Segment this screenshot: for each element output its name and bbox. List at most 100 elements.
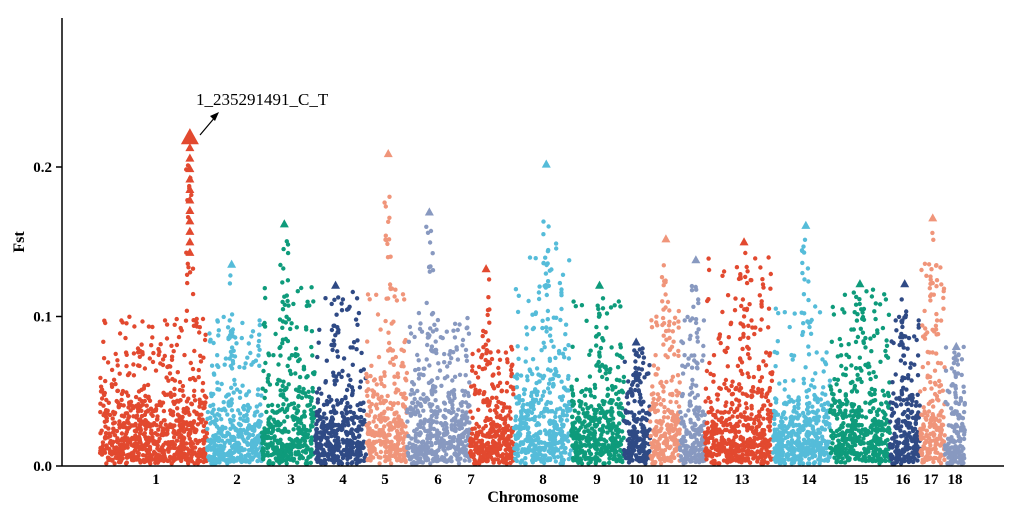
- snp-point: [508, 384, 514, 389]
- snp-point: [540, 325, 545, 331]
- snp-point: [245, 416, 250, 422]
- snp-point: [434, 327, 439, 332]
- snp-point: [171, 349, 176, 354]
- snp-point: [192, 348, 197, 354]
- snp-point: [551, 429, 556, 434]
- snp-point: [261, 322, 266, 327]
- snp-point: [177, 416, 182, 422]
- snp-point: [203, 420, 209, 425]
- snp-point: [308, 460, 313, 465]
- snp-point: [142, 366, 148, 371]
- snp-point: [633, 387, 638, 393]
- snp-point: [508, 460, 513, 466]
- snp-point: [435, 375, 440, 381]
- snp-point: [285, 298, 290, 304]
- snp-point: [382, 424, 387, 429]
- snp-point: [200, 316, 206, 322]
- snp-point: [464, 358, 470, 363]
- snp-point: [620, 355, 625, 360]
- snp-point: [689, 288, 695, 293]
- snp-point: [683, 438, 688, 444]
- snp-point: [545, 399, 550, 405]
- snp-point: [339, 410, 345, 416]
- snp-point: [275, 403, 281, 408]
- snp-point: [182, 352, 187, 358]
- snp-point: [508, 451, 513, 456]
- snp-point: [217, 413, 222, 418]
- snp-point: [418, 396, 423, 401]
- snp-point: [455, 437, 461, 442]
- snp-point: [759, 375, 765, 380]
- snp-point: [171, 435, 177, 440]
- snp-point: [617, 458, 623, 464]
- snp-point: [331, 323, 336, 328]
- snp-point: [535, 389, 540, 394]
- snp-point: [461, 393, 467, 398]
- snp-point: [451, 328, 456, 333]
- snp-point: [587, 374, 593, 379]
- snp-point: [340, 423, 345, 428]
- snp-point: [309, 329, 315, 334]
- snp-point: [339, 308, 345, 313]
- snp-point: [670, 374, 676, 379]
- snp-point: [101, 356, 107, 361]
- snp-point: [672, 321, 677, 326]
- snp-point: [765, 460, 770, 465]
- snp-point: [544, 325, 549, 330]
- snp-point: [147, 356, 152, 361]
- snp-point: [212, 439, 217, 444]
- snp-point: [285, 406, 290, 411]
- snp-point: [418, 431, 423, 436]
- snp-point: [266, 403, 271, 408]
- snp-point: [536, 400, 541, 406]
- snp-point: [319, 391, 324, 396]
- snp-point: [749, 318, 754, 323]
- snp-point: [247, 405, 252, 410]
- snp-point: [768, 286, 773, 291]
- snp-point: [103, 320, 108, 326]
- snp-point: [601, 414, 607, 419]
- snp-point: [364, 440, 370, 445]
- snp-point: [402, 391, 407, 396]
- snp-point: [223, 356, 229, 361]
- snp-point: [255, 392, 260, 397]
- snp-point: [461, 431, 466, 436]
- snp-point: [643, 451, 648, 457]
- snp-point: [546, 224, 551, 229]
- snp-point: [536, 296, 542, 302]
- snp-point: [711, 353, 717, 358]
- snp-point: [131, 351, 137, 356]
- snp-point: [334, 378, 339, 383]
- snp-point: [221, 400, 226, 405]
- snp-point: [449, 389, 455, 394]
- snp-point: [375, 392, 380, 397]
- snp-point: [516, 293, 521, 298]
- snp-point: [401, 457, 407, 463]
- snp-point: [241, 437, 246, 443]
- snp-point: [262, 395, 267, 401]
- snp-point: [580, 388, 585, 394]
- snp-point: [119, 431, 125, 436]
- snp-point: [243, 361, 248, 366]
- snp-point: [550, 446, 555, 451]
- snp-point: [331, 343, 337, 348]
- snp-point: [395, 435, 400, 441]
- snp-point: [661, 333, 666, 338]
- snp-point: [157, 436, 162, 441]
- snp-point: [463, 438, 468, 444]
- snp-point: [185, 261, 190, 266]
- snp-point: [141, 432, 146, 437]
- snp-point: [289, 321, 294, 326]
- snp-point: [392, 294, 397, 299]
- snp-point: [160, 357, 166, 362]
- snp-point: [296, 441, 301, 446]
- snp-point: [381, 416, 386, 421]
- snp-point: [137, 397, 142, 402]
- snp-point: [465, 415, 470, 420]
- snp-point: [394, 410, 399, 415]
- snp-point: [319, 443, 324, 448]
- snp-point: [672, 447, 678, 452]
- snp-point: [674, 400, 679, 405]
- snp-point: [254, 404, 259, 409]
- snp-point: [622, 452, 627, 457]
